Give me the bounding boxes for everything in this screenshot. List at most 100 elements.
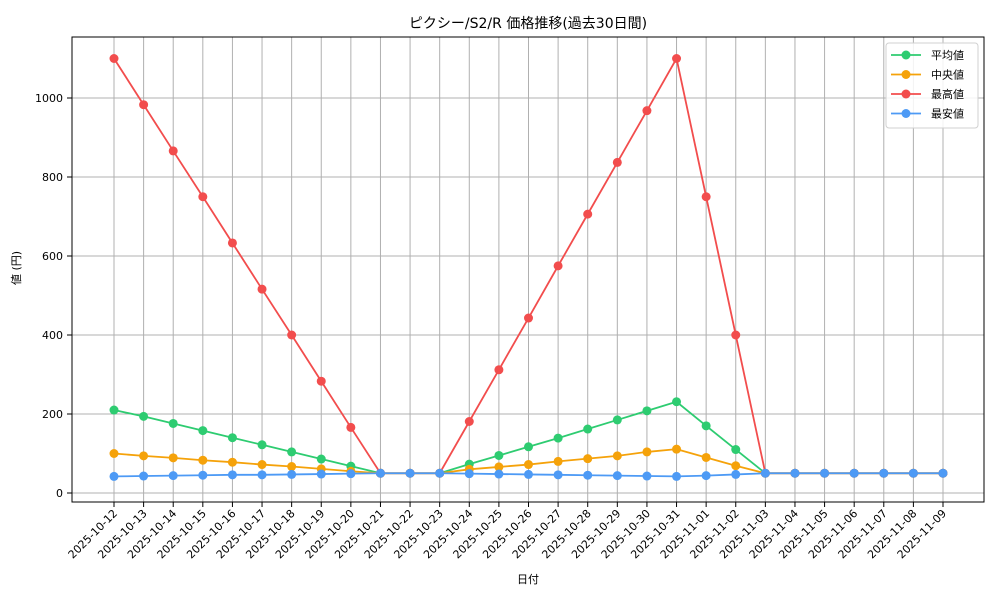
legend-swatch-marker: [901, 70, 911, 79]
y-tick-label: 1000: [35, 92, 63, 105]
data-point: [109, 54, 119, 63]
y-tick-label: 800: [42, 171, 63, 184]
y-axis: 0 200 400 600 800 1000: [35, 92, 72, 500]
data-point: [198, 470, 208, 480]
data-point: [553, 433, 563, 443]
data-point: [168, 418, 178, 428]
legend-swatch-marker: [901, 89, 911, 99]
data-point: [405, 468, 415, 478]
data-point: [672, 54, 682, 63]
data-point: [287, 469, 297, 479]
legend-item: 最安値: [891, 107, 964, 121]
data-point: [612, 451, 622, 461]
data-point: [346, 422, 356, 432]
data-point: [524, 442, 533, 452]
data-point: [464, 417, 474, 427]
legend-label: 平均値: [931, 49, 964, 62]
data-point: [227, 238, 237, 248]
data-point: [553, 456, 563, 466]
data-point: [257, 284, 267, 294]
data-point: [198, 426, 208, 436]
data-point: [642, 471, 652, 481]
data-point: [168, 453, 178, 463]
data-point: [642, 447, 652, 457]
data-point: [524, 469, 533, 479]
data-point: [553, 261, 563, 271]
y-tick-label: 0: [56, 487, 63, 500]
data-point: [494, 469, 504, 479]
data-point: [109, 405, 119, 415]
data-point: [464, 469, 474, 479]
data-point: [583, 470, 593, 480]
data-point: [731, 461, 741, 471]
data-point: [879, 468, 889, 478]
legend-swatch-marker: [901, 50, 911, 60]
legend-item: 中央値: [891, 69, 964, 82]
data-point: [375, 468, 385, 478]
legend-box: [885, 42, 979, 129]
data-point: [849, 468, 859, 478]
data-point: [139, 411, 149, 421]
data-point: [168, 471, 178, 481]
data-point: [672, 471, 682, 481]
data-point: [524, 460, 533, 470]
legend-label: 最安値: [931, 107, 964, 121]
data-point: [109, 449, 119, 458]
data-point: [257, 470, 267, 480]
data-point: [642, 106, 652, 116]
data-point: [198, 192, 208, 202]
data-point: [494, 462, 504, 472]
data-point: [760, 468, 770, 478]
grid-lines: [72, 37, 984, 502]
legend-item: 最高値: [891, 87, 964, 101]
x-axis-label: 日付: [517, 573, 539, 586]
data-point: [139, 451, 149, 461]
legend-item: 平均値: [891, 49, 964, 62]
data-point: [227, 457, 237, 467]
legend-label: 最高値: [931, 87, 964, 101]
y-tick-label: 400: [42, 329, 63, 342]
data-point: [287, 462, 297, 472]
data-point: [257, 460, 267, 470]
data-point: [494, 450, 504, 460]
data-point: [316, 454, 326, 464]
data-point: [316, 376, 326, 386]
legend-label: 中央値: [931, 69, 964, 82]
data-point: [435, 468, 445, 478]
data-point: [227, 470, 237, 480]
data-point: [612, 415, 622, 425]
data-point: [701, 452, 711, 462]
data-point: [109, 471, 119, 481]
legend-swatch-marker: [901, 109, 911, 118]
data-point: [701, 192, 711, 202]
data-point: [524, 313, 533, 323]
data-point: [227, 433, 237, 443]
data-point: [287, 330, 297, 340]
data-point: [583, 209, 593, 219]
data-point: [731, 330, 741, 340]
y-tick-label: 200: [42, 408, 63, 421]
data-point: [642, 406, 652, 416]
data-point: [701, 471, 711, 481]
data-point: [346, 469, 356, 479]
data-point: [672, 397, 682, 407]
data-point: [316, 469, 326, 479]
data-point: [553, 470, 563, 480]
data-point: [139, 471, 149, 481]
data-point: [198, 455, 208, 465]
data-point: [731, 445, 741, 455]
data-point: [731, 469, 741, 479]
data-point: [139, 100, 149, 110]
chart-title: ピクシー/S2/R 価格推移(過去30日間): [409, 16, 647, 32]
data-point: [790, 468, 800, 478]
data-point: [494, 365, 504, 375]
data-point: [168, 146, 178, 156]
data-point: [287, 447, 297, 457]
data-point: [583, 424, 593, 434]
data-point: [257, 440, 267, 450]
series-3: [109, 468, 948, 481]
data-point: [938, 468, 948, 478]
